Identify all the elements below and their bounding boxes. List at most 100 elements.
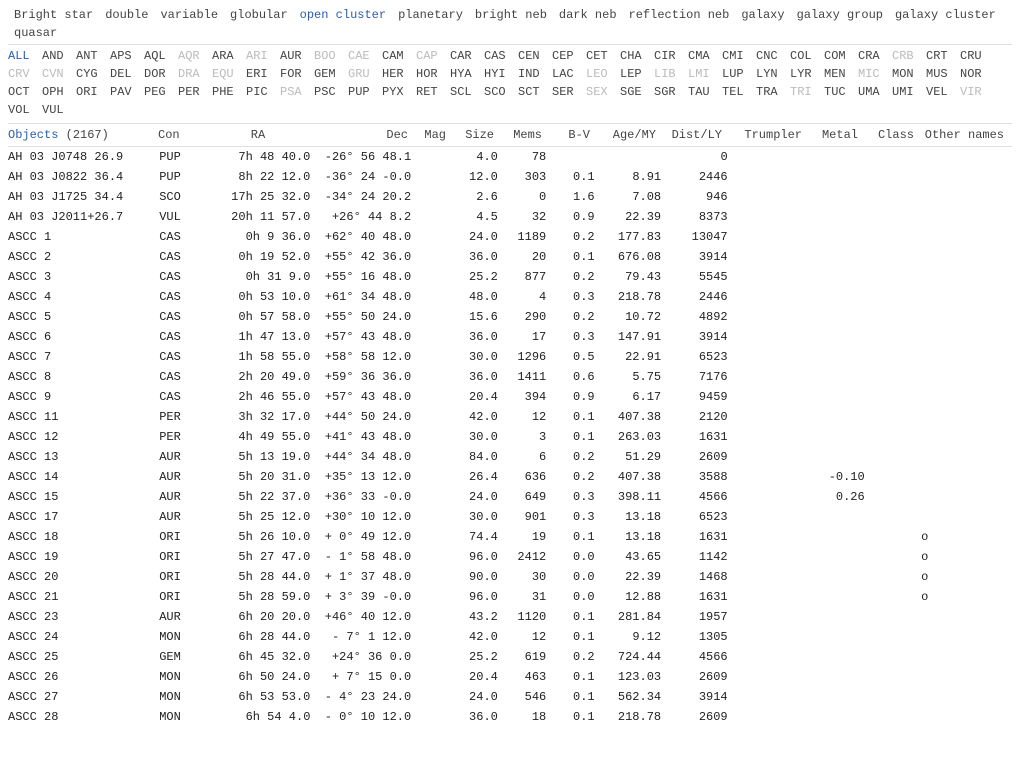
const-COL[interactable]: COL — [790, 47, 824, 65]
const-MIC[interactable]: MIC — [858, 65, 892, 83]
const-TAU[interactable]: TAU — [688, 83, 722, 101]
const-VIR[interactable]: VIR — [960, 83, 994, 101]
const-AQR[interactable]: AQR — [178, 47, 212, 65]
header-age[interactable]: Age/MY — [590, 128, 656, 142]
const-PAV[interactable]: PAV — [110, 83, 144, 101]
table-row[interactable]: ASCC 19ORI5h 27 47.0- 1° 58 48.096.02412… — [8, 547, 1012, 567]
const-CEP[interactable]: CEP — [552, 47, 586, 65]
nav-variable[interactable]: variable — [154, 6, 224, 24]
table-row[interactable]: ASCC 27MON6h 53 53.0- 4° 23 24.024.05460… — [8, 687, 1012, 707]
table-row[interactable]: AH 03 J2011+26.7VUL20h 11 57.0+26° 44 8.… — [8, 207, 1012, 227]
const-AND[interactable]: AND — [42, 47, 76, 65]
header-size[interactable]: Size — [446, 128, 494, 142]
table-row[interactable]: ASCC 26MON6h 50 24.0+ 7° 15 0.020.44630.… — [8, 667, 1012, 687]
table-row[interactable]: ASCC 2CAS0h 19 52.0+55° 42 36.036.0200.1… — [8, 247, 1012, 267]
const-COM[interactable]: COM — [824, 47, 858, 65]
table-row[interactable]: ASCC 6CAS1h 47 13.0+57° 43 48.036.0170.3… — [8, 327, 1012, 347]
const-CRB[interactable]: CRB — [892, 47, 926, 65]
const-DOR[interactable]: DOR — [144, 65, 178, 83]
const-GEM[interactable]: GEM — [314, 65, 348, 83]
const-SER[interactable]: SER — [552, 83, 586, 101]
const-BOO[interactable]: BOO — [314, 47, 348, 65]
table-row[interactable]: ASCC 23AUR6h 20 20.0+46° 40 12.043.21120… — [8, 607, 1012, 627]
const-AQL[interactable]: AQL — [144, 47, 178, 65]
header-bv[interactable]: B-V — [542, 128, 590, 142]
nav-galaxy-group[interactable]: galaxy group — [791, 6, 889, 24]
const-UMA[interactable]: UMA — [858, 83, 892, 101]
const-ARA[interactable]: ARA — [212, 47, 246, 65]
table-row[interactable]: ASCC 11PER3h 32 17.0+44° 50 24.042.0120.… — [8, 407, 1012, 427]
header-trumpler[interactable]: Trumpler — [722, 128, 802, 142]
const-CAS[interactable]: CAS — [484, 47, 518, 65]
const-OPH[interactable]: OPH — [42, 83, 76, 101]
header-other[interactable]: Other names — [914, 128, 1004, 142]
const-GRU[interactable]: GRU — [348, 65, 382, 83]
table-row[interactable]: ASCC 9CAS2h 46 55.0+57° 43 48.020.43940.… — [8, 387, 1012, 407]
const-MON[interactable]: MON — [892, 65, 926, 83]
table-row[interactable]: ASCC 8CAS2h 20 49.0+59° 36 36.036.014110… — [8, 367, 1012, 387]
const-PER[interactable]: PER — [178, 83, 212, 101]
const-CAP[interactable]: CAP — [416, 47, 450, 65]
const-CVN[interactable]: CVN — [42, 65, 76, 83]
const-APS[interactable]: APS — [110, 47, 144, 65]
table-row[interactable]: ASCC 13AUR5h 13 19.0+44° 34 48.084.060.2… — [8, 447, 1012, 467]
const-FOR[interactable]: FOR — [280, 65, 314, 83]
const-TRA[interactable]: TRA — [756, 83, 790, 101]
table-row[interactable]: ASCC 20ORI5h 28 44.0+ 1° 37 48.090.0300.… — [8, 567, 1012, 587]
table-row[interactable]: ASCC 21ORI5h 28 59.0+ 3° 39 -0.096.0310.… — [8, 587, 1012, 607]
const-PUP[interactable]: PUP — [348, 83, 382, 101]
header-dec[interactable]: Dec — [308, 128, 408, 142]
table-row[interactable]: AH 03 J0822 36.4PUP8h 22 12.0-36° 24 -0.… — [8, 167, 1012, 187]
const-CET[interactable]: CET — [586, 47, 620, 65]
const-ORI[interactable]: ORI — [76, 83, 110, 101]
table-row[interactable]: ASCC 18ORI5h 26 10.0+ 0° 49 12.074.4190.… — [8, 527, 1012, 547]
header-metal[interactable]: Metal — [802, 128, 858, 142]
const-LIB[interactable]: LIB — [654, 65, 688, 83]
const-CNC[interactable]: CNC — [756, 47, 790, 65]
const-VUL[interactable]: VUL — [42, 101, 76, 119]
const-EQU[interactable]: EQU — [212, 65, 246, 83]
table-row[interactable]: ASCC 1CAS0h 9 36.0+62° 40 48.024.011890.… — [8, 227, 1012, 247]
const-ANT[interactable]: ANT — [76, 47, 110, 65]
table-row[interactable]: ASCC 3CAS0h 31 9.0+55° 16 48.025.28770.2… — [8, 267, 1012, 287]
nav-dark-neb[interactable]: dark neb — [553, 6, 623, 24]
const-ERI[interactable]: ERI — [246, 65, 280, 83]
const-SEX[interactable]: SEX — [586, 83, 620, 101]
const-HYA[interactable]: HYA — [450, 65, 484, 83]
const-SCO[interactable]: SCO — [484, 83, 518, 101]
const-CRU[interactable]: CRU — [960, 47, 994, 65]
table-row[interactable]: ASCC 4CAS0h 53 10.0+61° 34 48.048.040.32… — [8, 287, 1012, 307]
const-LUP[interactable]: LUP — [722, 65, 756, 83]
nav-bright-neb[interactable]: bright neb — [469, 6, 553, 24]
const-HOR[interactable]: HOR — [416, 65, 450, 83]
header-objects[interactable]: Objects (2167) — [8, 128, 158, 142]
table-row[interactable]: ASCC 7CAS1h 58 55.0+58° 58 12.030.012960… — [8, 347, 1012, 367]
const-MUS[interactable]: MUS — [926, 65, 960, 83]
const-CAR[interactable]: CAR — [450, 47, 484, 65]
const-CAM[interactable]: CAM — [382, 47, 416, 65]
const-PSA[interactable]: PSA — [280, 83, 314, 101]
table-row[interactable]: ASCC 25GEM6h 45 32.0+24° 36 0.025.26190.… — [8, 647, 1012, 667]
const-NOR[interactable]: NOR — [960, 65, 994, 83]
header-dist[interactable]: Dist/LY — [656, 128, 722, 142]
const-CMA[interactable]: CMA — [688, 47, 722, 65]
const-ALL[interactable]: ALL — [8, 47, 42, 65]
table-row[interactable]: AH 03 J1725 34.4SCO17h 25 32.0-34° 24 20… — [8, 187, 1012, 207]
const-LYR[interactable]: LYR — [790, 65, 824, 83]
const-DEL[interactable]: DEL — [110, 65, 144, 83]
const-LAC[interactable]: LAC — [552, 65, 586, 83]
const-CHA[interactable]: CHA — [620, 47, 654, 65]
nav-reflection-neb[interactable]: reflection neb — [623, 6, 736, 24]
const-RET[interactable]: RET — [416, 83, 450, 101]
table-row[interactable]: ASCC 15AUR5h 22 37.0+36° 33 -0.024.06490… — [8, 487, 1012, 507]
const-CRV[interactable]: CRV — [8, 65, 42, 83]
table-row[interactable]: ASCC 24MON6h 28 44.0- 7° 1 12.042.0120.1… — [8, 627, 1012, 647]
table-row[interactable]: ASCC 17AUR5h 25 12.0+30° 10 12.030.09010… — [8, 507, 1012, 527]
const-SCL[interactable]: SCL — [450, 83, 484, 101]
const-PSC[interactable]: PSC — [314, 83, 348, 101]
table-row[interactable]: ASCC 28MON6h 54 4.0- 0° 10 12.036.0180.1… — [8, 707, 1012, 727]
table-row[interactable]: AH 03 J0748 26.9PUP7h 48 40.0-26° 56 48.… — [8, 147, 1012, 167]
const-IND[interactable]: IND — [518, 65, 552, 83]
const-MEN[interactable]: MEN — [824, 65, 858, 83]
const-VEL[interactable]: VEL — [926, 83, 960, 101]
